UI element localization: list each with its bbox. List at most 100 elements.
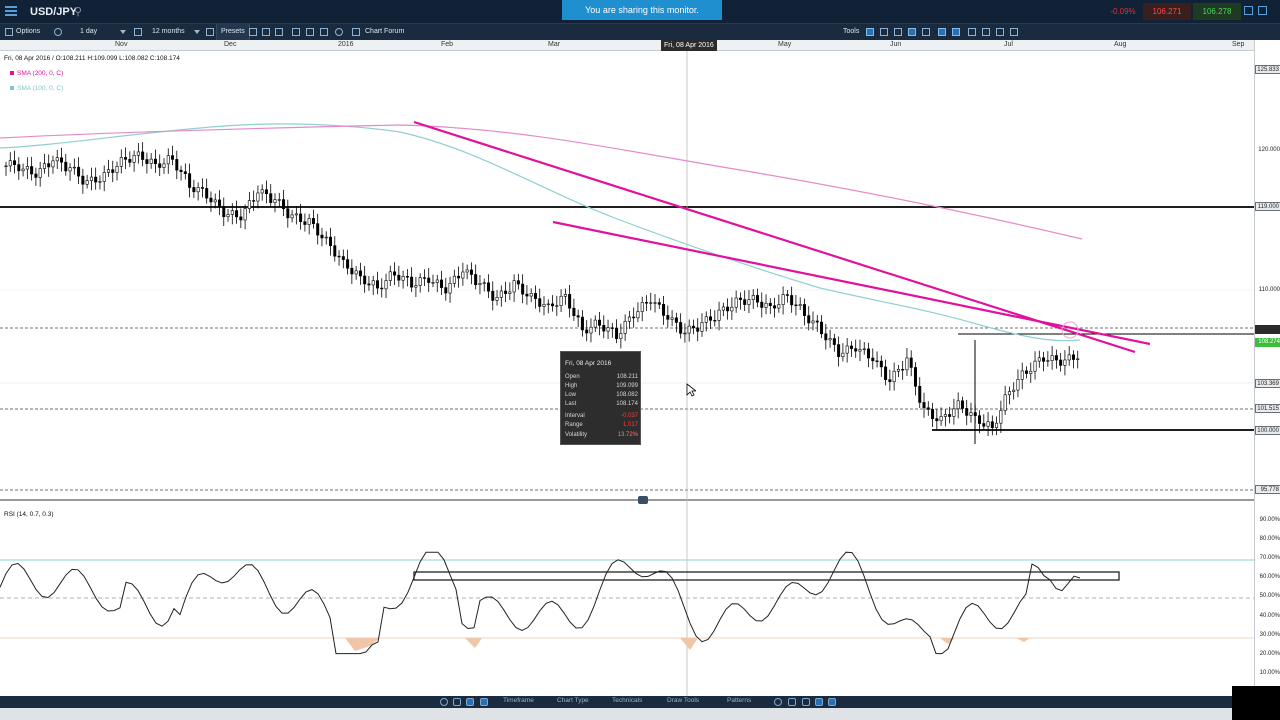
- range-select[interactable]: 12 months: [152, 28, 185, 35]
- tools-menu[interactable]: Tools: [843, 28, 860, 35]
- preset-3-icon[interactable]: [275, 28, 283, 36]
- options-icon[interactable]: [5, 28, 13, 36]
- zoom-out-icon[interactable]: [788, 698, 796, 706]
- fit-icon[interactable]: [922, 28, 930, 36]
- close-icon[interactable]: [1258, 6, 1267, 15]
- candle-body: [153, 158, 157, 165]
- save-icon[interactable]: [982, 28, 990, 36]
- popout-icon[interactable]: [1244, 6, 1253, 15]
- buy-price-button[interactable]: 106.278: [1193, 3, 1241, 20]
- chart-toolbar: Options 1 day 12 months Presets Chart Fo…: [0, 24, 1280, 40]
- instrument-symbol[interactable]: USD/JPY: [30, 6, 78, 18]
- time-axis[interactable]: Nov Dec 2016 Feb Mar Fri, 08 Apr 2016 Ma…: [0, 40, 1254, 51]
- sma-100-legend[interactable]: SMA (100, 0, C): [10, 84, 63, 94]
- candle-body: [995, 422, 999, 428]
- indicator-icon[interactable]: [968, 28, 976, 36]
- price-label: 95.778: [1255, 485, 1280, 494]
- gear-icon[interactable]: [335, 28, 343, 36]
- candle-body: [879, 360, 883, 368]
- settings-icon[interactable]: [54, 28, 62, 36]
- chart-type-button[interactable]: Chart Type: [557, 697, 589, 704]
- grid-icon[interactable]: [908, 28, 916, 36]
- candle-body: [615, 327, 619, 339]
- preset-4-icon[interactable]: [292, 28, 300, 36]
- candle-body: [320, 234, 324, 239]
- share-icon[interactable]: [1010, 28, 1018, 36]
- candle-body: [77, 166, 81, 177]
- candle-body: [457, 275, 461, 279]
- candle-body: [828, 338, 832, 341]
- time-label: Aug: [1114, 41, 1127, 48]
- candle-body: [849, 345, 853, 349]
- rsi-legend[interactable]: RSI (14, 0.7, 0.3): [4, 511, 54, 518]
- interval-select[interactable]: 1 day: [80, 28, 98, 35]
- rsi-axis-label: 70.00%: [1259, 555, 1280, 561]
- legend-label: SMA (200, 0, C): [17, 70, 64, 77]
- menu-icon[interactable]: [5, 6, 17, 17]
- chart-forum-button[interactable]: Chart Forum: [365, 28, 405, 35]
- candle-body: [158, 163, 162, 168]
- rsi-chart[interactable]: [0, 508, 1254, 696]
- candle-body: [871, 357, 875, 362]
- draw-tools-button[interactable]: Draw Tools: [667, 697, 700, 704]
- zoom-icon[interactable]: [480, 698, 488, 706]
- zoom-in-icon[interactable]: [802, 698, 810, 706]
- tooltip-row: Range 1.017: [565, 422, 638, 431]
- expand-icon[interactable]: [828, 698, 836, 706]
- candle-body: [188, 173, 192, 188]
- chevron-down-icon[interactable]: [120, 30, 126, 34]
- candle-body: [316, 223, 320, 236]
- time-label: Jun: [890, 41, 902, 48]
- chat-icon[interactable]: [352, 28, 360, 36]
- candle-body: [311, 218, 315, 224]
- sma-200-legend[interactable]: SMA (200, 0, C): [10, 69, 63, 79]
- tooltip-date: Fri, 08 Apr 2016: [565, 360, 612, 367]
- refresh-icon[interactable]: [440, 698, 448, 706]
- candle-body: [747, 299, 751, 305]
- crosshair-icon[interactable]: [866, 28, 874, 36]
- fit-screen-icon[interactable]: [815, 698, 823, 706]
- time-label: Nov: [115, 41, 128, 48]
- candle-body: [905, 357, 909, 371]
- text-icon[interactable]: [894, 28, 902, 36]
- tooltip-key: Open: [565, 374, 580, 380]
- calendar-icon[interactable]: [134, 28, 142, 36]
- timeframe-button[interactable]: Timeframe: [503, 697, 534, 704]
- candle-body: [440, 279, 444, 288]
- candle-body: [469, 269, 473, 275]
- chevron-down-icon[interactable]: [194, 30, 200, 34]
- candle-body: [136, 151, 140, 156]
- candle-body: [205, 188, 209, 199]
- rsi-axis-label: 20.00%: [1259, 651, 1280, 657]
- preset-5-icon[interactable]: [306, 28, 314, 36]
- panel-resize-handle[interactable]: [638, 496, 648, 504]
- search-icon[interactable]: ⚲: [74, 6, 83, 18]
- tooltip-value: 13.72%: [617, 432, 638, 438]
- search-icon[interactable]: [774, 698, 782, 706]
- preset-6-icon[interactable]: [320, 28, 328, 36]
- print-icon[interactable]: [996, 28, 1004, 36]
- tooltip-value: 108.174: [616, 401, 638, 407]
- oversold-fill: [1016, 638, 1030, 642]
- technicals-button[interactable]: Technicals: [612, 697, 643, 704]
- candle-body: [358, 270, 362, 277]
- patterns-button[interactable]: Patterns: [727, 697, 752, 704]
- candle-body: [1020, 370, 1024, 380]
- candle-body: [640, 302, 644, 312]
- presets-icon[interactable]: [206, 28, 214, 36]
- candle-body: [192, 187, 196, 193]
- split-icon[interactable]: [952, 28, 960, 36]
- preset-2-icon[interactable]: [262, 28, 270, 36]
- candle-body: [674, 317, 678, 323]
- preset-1-icon[interactable]: [249, 28, 257, 36]
- layout-icon[interactable]: [938, 28, 946, 36]
- candle-body: [183, 171, 187, 174]
- price-axis[interactable]: 125.833 120.000 119.000 110.000 108.274 …: [1254, 40, 1280, 696]
- sell-price-button[interactable]: 106.271: [1143, 3, 1191, 20]
- settings-icon[interactable]: [453, 698, 461, 706]
- presets-button[interactable]: Presets: [216, 24, 250, 40]
- magnet-icon[interactable]: [880, 28, 888, 36]
- draw-icon[interactable]: [466, 698, 474, 706]
- price-chart[interactable]: [0, 40, 1254, 508]
- options-button[interactable]: Options: [16, 28, 41, 35]
